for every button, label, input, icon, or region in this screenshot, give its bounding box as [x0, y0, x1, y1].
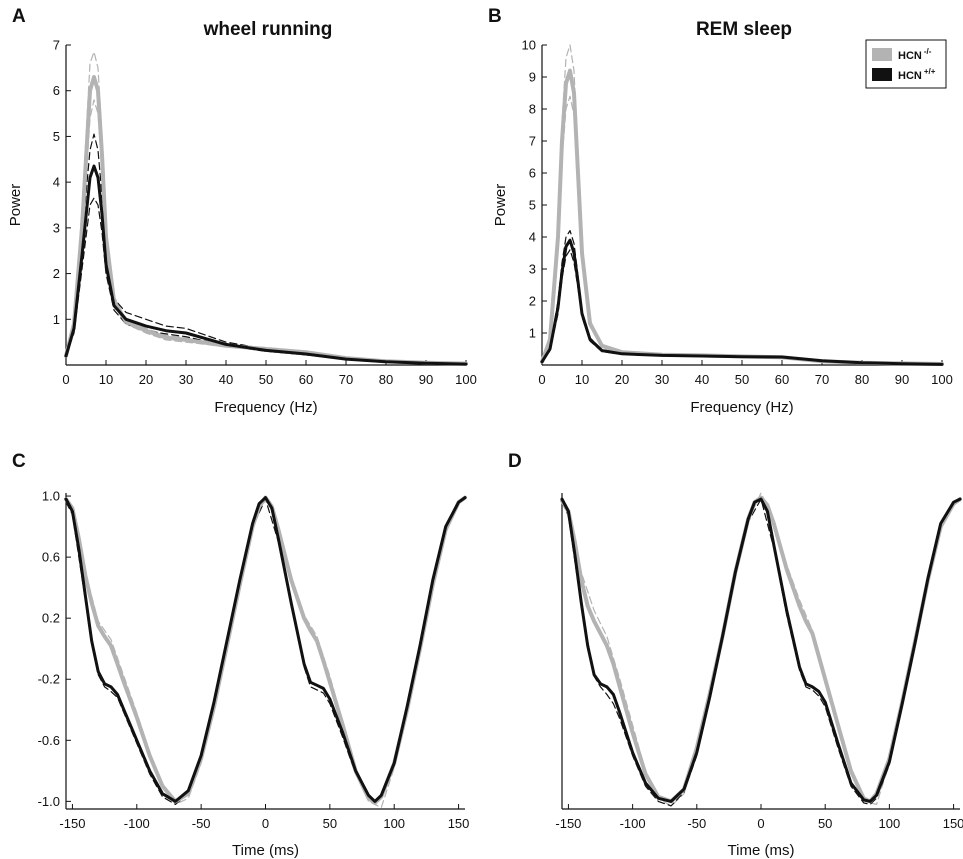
x-tick-label: 90 [419, 372, 433, 387]
x-tick-label: 100 [879, 816, 901, 831]
x-tick-label: 30 [655, 372, 669, 387]
series-line-wt-mean [560, 497, 962, 803]
x-tick-label: 80 [379, 372, 393, 387]
x-tick-label: 60 [775, 372, 789, 387]
series-line-wt-sem [65, 197, 467, 365]
x-axis-label: Time (ms) [232, 842, 299, 859]
series-line-wt-mean [64, 164, 468, 366]
x-tick-label: 0 [757, 816, 764, 831]
x-tick-label: 100 [455, 372, 477, 387]
panel-letter: B [488, 6, 502, 27]
y-tick-label: 0.2 [42, 611, 60, 626]
x-tick-label: 40 [219, 372, 233, 387]
y-tick-label: -0.6 [38, 733, 60, 748]
x-tick-label: 20 [139, 372, 153, 387]
y-tick-label: 1 [53, 312, 60, 327]
x-tick-label: 10 [99, 372, 113, 387]
x-tick-label: 50 [735, 372, 749, 387]
legend: HCN -/- HCN +/+ [865, 39, 947, 89]
x-tick-label: -150 [555, 816, 581, 831]
chart-title: wheel running [203, 19, 333, 40]
x-tick-label: -100 [620, 816, 646, 831]
x-tick-label: 100 [931, 372, 953, 387]
y-tick-label: -0.2 [38, 672, 60, 687]
series-line-ko-mean [560, 495, 962, 804]
y-tick-label: 7 [53, 38, 60, 53]
y-tick-label: 6 [529, 166, 536, 181]
x-tick-label: 50 [259, 372, 273, 387]
x-tick-label: 90 [895, 372, 909, 387]
panel-d: D -150 -100 -50 0 50 100 150 Time (ms) [508, 451, 963, 859]
x-tick-label: 80 [855, 372, 869, 387]
series-line-ko-sem [65, 51, 467, 365]
series-line-ko-mean [540, 68, 944, 366]
series-line-wt-mean [64, 496, 467, 803]
x-tick-label: 50 [818, 816, 832, 831]
y-tick-label: 1 [529, 326, 536, 341]
x-tick-label: 10 [575, 372, 589, 387]
y-tick-label: 8 [529, 102, 536, 117]
panel-letter: A [12, 6, 26, 27]
x-axis-label: Frequency (Hz) [214, 399, 317, 416]
x-tick-label: -50 [192, 816, 211, 831]
y-tick-label: 5 [529, 198, 536, 213]
y-tick-label: 4 [53, 175, 60, 190]
y-tick-label: -1.0 [38, 794, 60, 809]
legend-label-wt: HCN +/+ [898, 67, 936, 82]
y-tick-label: 1.0 [42, 489, 60, 504]
y-tick-label: 3 [529, 262, 536, 277]
x-tick-label: 50 [323, 816, 337, 831]
x-tick-label: 70 [339, 372, 353, 387]
panel-letter: D [508, 451, 522, 472]
series-line-ko-sem [541, 95, 943, 365]
x-tick-label: 0 [262, 816, 269, 831]
series-line-wt-mean [540, 238, 944, 366]
y-axis-label: Power [7, 184, 24, 227]
series-line-wt-sem [65, 498, 466, 806]
series-line-ko-sem [65, 99, 467, 365]
legend-label-ko: HCN -/- [898, 47, 932, 62]
x-tick-label: -50 [687, 816, 706, 831]
series-line-wt-sem [561, 498, 961, 807]
y-tick-label: 3 [53, 220, 60, 235]
y-tick-label: 0.6 [42, 550, 60, 565]
legend-swatch-ko [872, 48, 892, 61]
x-tick-label: 30 [179, 372, 193, 387]
y-tick-label: 5 [53, 129, 60, 144]
x-tick-label: 150 [448, 816, 470, 831]
panel-b: B REM sleep 0 10 20 30 40 50 60 70 80 90 100 1 2 3 4 5 6 7 8… [488, 6, 953, 416]
y-tick-label: 7 [529, 134, 536, 149]
y-tick-label: 6 [53, 83, 60, 98]
x-tick-label: 0 [538, 372, 545, 387]
x-tick-label: 70 [815, 372, 829, 387]
x-tick-label: -100 [124, 816, 150, 831]
y-tick-label: 10 [522, 38, 536, 53]
series-line-ko-mean [64, 495, 467, 805]
x-axis-label: Time (ms) [728, 842, 795, 859]
x-tick-label: 100 [383, 816, 405, 831]
x-tick-label: 20 [615, 372, 629, 387]
y-axis-label: Power [492, 184, 509, 227]
y-tick-label: 2 [529, 294, 536, 309]
x-tick-label: 60 [299, 372, 313, 387]
x-tick-label: 0 [62, 372, 69, 387]
panel-letter: C [12, 451, 26, 472]
y-tick-label: 9 [529, 70, 536, 85]
x-axis-label: Frequency (Hz) [690, 399, 793, 416]
x-tick-label: 40 [695, 372, 709, 387]
series-line-ko-sem [541, 44, 943, 365]
chart-title: REM sleep [696, 19, 792, 40]
x-tick-label: -150 [59, 816, 85, 831]
panel-c: C -150 -100 -50 0 50 100 150 1.0 0.6 0.2 -0.2 -0.6 -1… [12, 451, 469, 859]
series-line-wt-sem [65, 133, 467, 365]
y-tick-label: 2 [53, 266, 60, 281]
series-line-ko-sem [561, 492, 961, 807]
y-tick-label: 4 [529, 230, 536, 245]
x-tick-label: 150 [943, 816, 963, 831]
legend-swatch-wt [872, 68, 892, 81]
series-line-ko-sem [65, 495, 466, 809]
